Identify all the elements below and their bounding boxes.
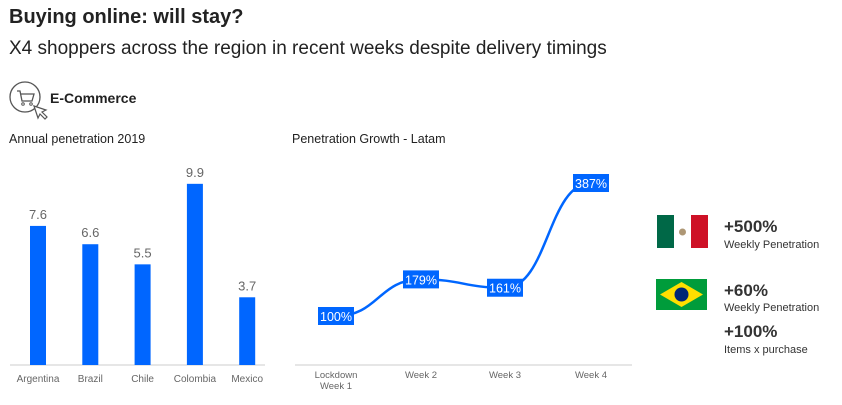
bar-value-label: 6.6	[81, 225, 99, 240]
data-label-box	[573, 174, 609, 193]
brazil-stat-value: +60%	[724, 281, 768, 300]
x-tick-label: Chile	[131, 374, 154, 385]
data-label-box	[403, 270, 439, 289]
brazil-flag-icon	[656, 279, 707, 310]
bar	[30, 225, 46, 365]
data-label: 179%	[405, 273, 437, 287]
x-tick-label: Mexico	[231, 374, 263, 385]
bar-value-label: 7.6	[29, 207, 47, 222]
bar-chart: 7.6 Argentina 6.6 Brazil 5.5 Chile 9.9 Colombia…	[10, 165, 265, 385]
bar	[186, 183, 203, 365]
x-tick-label: Colombia	[174, 374, 217, 385]
section-label: E-Commerce	[50, 90, 137, 106]
bar-value-label: 3.7	[238, 278, 256, 293]
brazil-stat-value-2: +100%	[724, 322, 778, 341]
data-label: 100%	[320, 310, 352, 324]
cart-click-icon	[9, 81, 48, 120]
x-tick-label: Brazil	[78, 374, 103, 385]
data-label-box	[318, 307, 354, 325]
x-tick-label: Week 3	[489, 370, 521, 381]
x-tick-label: Week 1	[320, 381, 352, 392]
series-line	[335, 181, 592, 318]
bar-value-label: 5.5	[134, 245, 152, 260]
data-label-box	[487, 278, 523, 297]
x-tick-label: Week 2	[405, 370, 437, 381]
mexico-stat-value: +500%	[724, 217, 778, 236]
mexico-stat-label: Weekly Penetration	[724, 239, 820, 251]
bar-value-label: 9.9	[186, 165, 204, 180]
bar-chart-title: Annual penetration 2019	[9, 132, 146, 146]
bar	[82, 244, 99, 365]
data-label: 387%	[575, 177, 607, 191]
x-tick-label: Lockdown	[315, 370, 358, 381]
line-chart-title: Penetration Growth - Latam	[292, 132, 446, 146]
brazil-stat-label-2: Items x purchase	[724, 344, 808, 356]
page-subtitle: X4 shoppers across the region in recent …	[9, 38, 607, 59]
brazil-stat-label: Weekly Penetration	[724, 302, 820, 314]
page-title: Buying online: will stay?	[9, 6, 244, 28]
x-tick-label: Week 4	[575, 370, 607, 381]
bar	[239, 297, 256, 365]
mexico-flag-icon	[657, 215, 708, 248]
bar	[134, 264, 151, 365]
data-label: 161%	[489, 282, 521, 296]
x-tick-label: Argentina	[17, 374, 60, 385]
